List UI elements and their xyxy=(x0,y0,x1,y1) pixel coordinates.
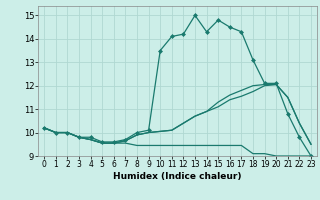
X-axis label: Humidex (Indice chaleur): Humidex (Indice chaleur) xyxy=(113,172,242,181)
